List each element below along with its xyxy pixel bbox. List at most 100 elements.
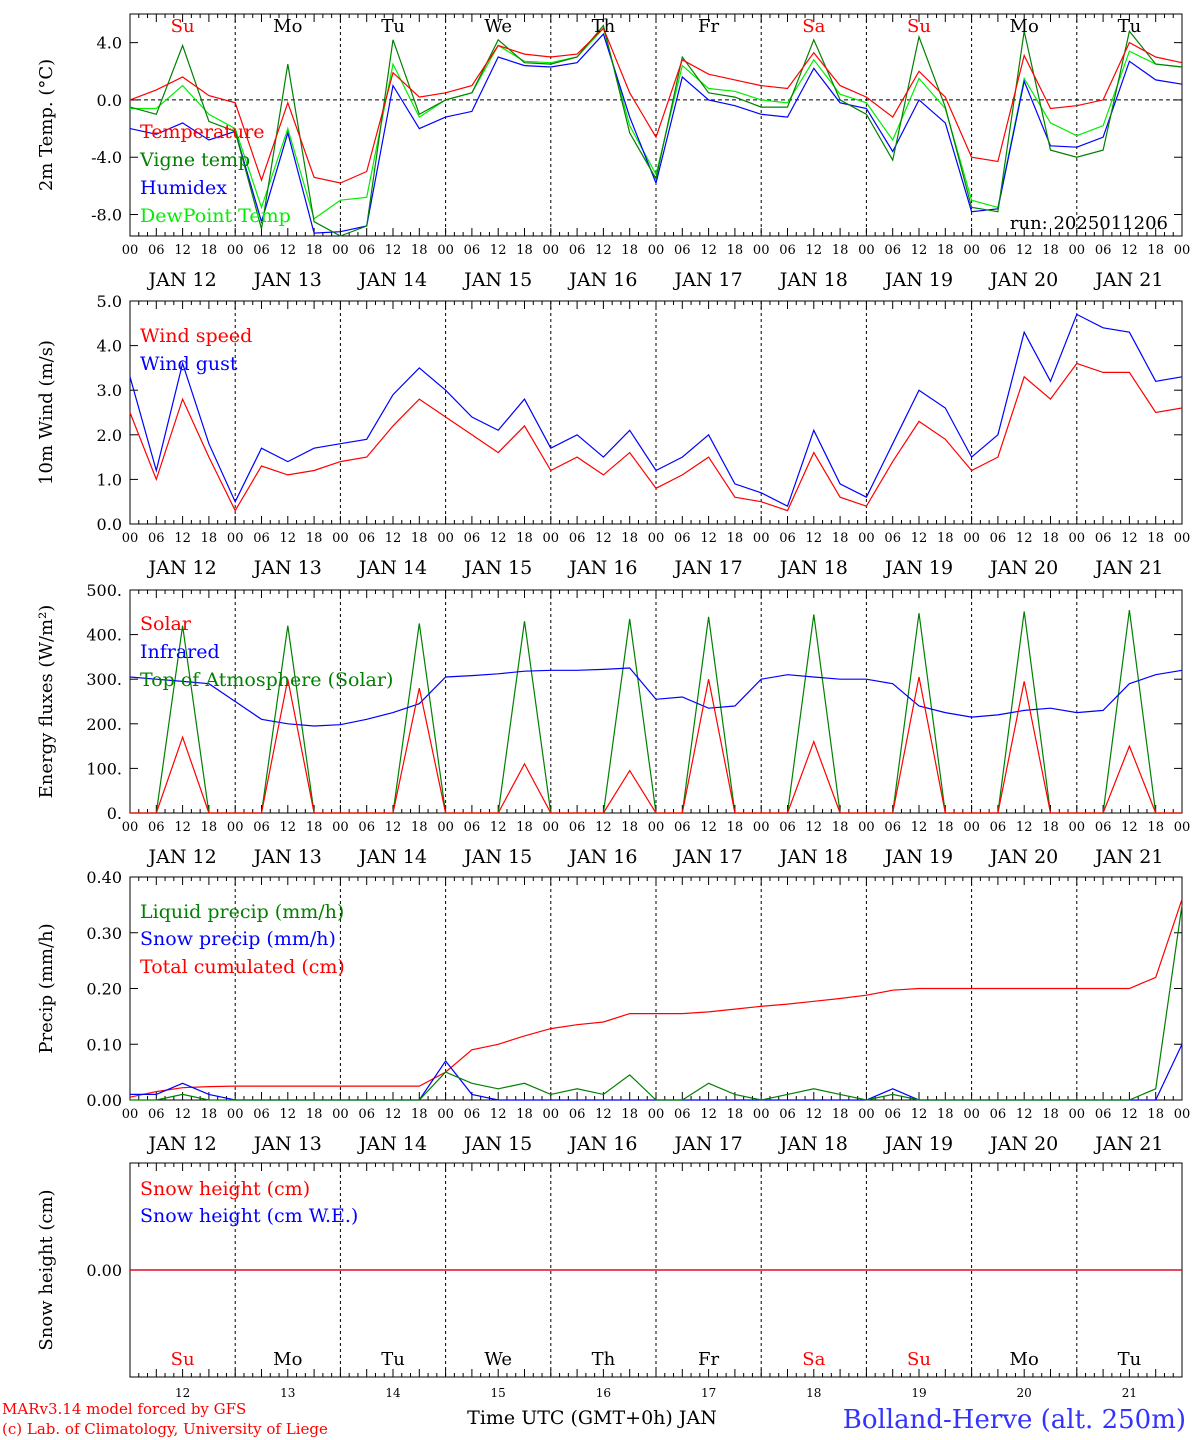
legend-entry: DewPoint Temp [140,205,291,227]
weekday-label: Tu [381,16,405,37]
hour-tick-label: 18 [516,1107,533,1122]
day-label: JAN 14 [357,269,427,291]
day-label: JAN 21 [1093,1133,1163,1155]
footer: MARv3.14 model forced by GFS (c) Lab. of … [2,1400,1186,1438]
bottom-day-label: 20 [1017,1386,1032,1400]
hour-tick-label: 06 [990,820,1007,835]
hour-tick-label: 00 [1174,531,1191,546]
hour-tick-label: 12 [385,531,402,546]
hour-tick-label: 18 [832,1107,849,1122]
day-label: JAN 18 [778,1133,848,1155]
hour-tick-label: 06 [1095,1107,1112,1122]
day-label: JAN 15 [462,557,532,579]
day-label: JAN 17 [673,1133,743,1155]
y-tick-label: 0.0 [97,91,122,110]
hour-tick-label: 06 [148,1107,165,1122]
y-tick-label: 0.30 [86,924,122,943]
panel-2: 5.0 4.0 3.0 2.0 1.0 0.0 10m Wind (m/s) Wind spe… [36,292,1190,579]
hour-tick-label: 18 [1042,820,1059,835]
y-tick-label: 200. [86,715,122,734]
hour-tick-label: 18 [201,820,218,835]
day-label: JAN 17 [673,846,743,868]
series-line-1 [130,904,1183,1101]
hour-tick-label: 00 [858,1107,875,1122]
hour-tick-label: 06 [884,820,901,835]
day-label: JAN 16 [567,846,637,868]
hour-tick-label: 00 [1069,820,1086,835]
day-label: JAN 16 [567,1133,637,1155]
hour-tick-label: 18 [516,820,533,835]
hour-tick-label: 00 [858,531,875,546]
hour-tick-label: 18 [727,1107,744,1122]
day-label: JAN 19 [883,557,953,579]
hour-tick-label: 18 [727,531,744,546]
lab-credit: (c) Lab. of Climatology, University of L… [2,1420,328,1438]
y-tick-label: 0.10 [86,1035,122,1054]
hour-tick-label: 18 [937,1107,954,1122]
hour-tick-label: 12 [806,1107,823,1122]
hour-tick-label: 12 [700,820,717,835]
hour-tick-label: 12 [1121,1107,1138,1122]
plot-frame [129,589,1183,814]
hour-tick-label: 18 [306,1107,323,1122]
y-tick-label: 1.0 [97,470,122,489]
legend-entry: Solar [140,613,192,635]
hour-tick-label: 12 [911,243,928,258]
hour-tick-label: 12 [385,1107,402,1122]
hour-tick-label: 12 [1016,531,1033,546]
hour-tick-label: 18 [306,531,323,546]
hour-tick-label: 18 [1147,243,1164,258]
hour-tick-label: 12 [1016,1107,1033,1122]
hour-tick-label: 18 [201,243,218,258]
hour-tick-label: 06 [1095,531,1112,546]
hour-tick-label: 12 [595,243,612,258]
hour-tick-label: 12 [490,1107,507,1122]
hour-tick-label: 00 [122,243,139,258]
weekday-label: Tu [1118,1349,1142,1370]
legend-entry: Snow height (cm W.E.) [140,1205,358,1227]
day-label: JAN 16 [567,269,637,291]
hour-tick-label: 00 [648,243,665,258]
hour-tick-label: 18 [727,243,744,258]
hour-tick-label: 18 [411,820,428,835]
y-tick-label: 0.00 [86,1091,122,1110]
y-tick-label: 5.0 [97,292,122,311]
day-label: JAN 19 [883,269,953,291]
bottom-day-label: 15 [491,1386,506,1400]
hour-tick-label: 18 [937,531,954,546]
legend-entry: Temperature [140,121,264,143]
series-line-2 [129,313,1183,508]
y-axis-label: Energy fluxes (W/m²) [36,605,57,799]
weekday-label: Mo [1010,16,1039,37]
day-label: JAN 18 [778,846,848,868]
hour-tick-label: 18 [832,820,849,835]
hour-tick-label: 06 [569,1107,586,1122]
hour-tick-label: 00 [858,820,875,835]
hour-tick-label: 00 [227,243,244,258]
hour-tick-label: 06 [1095,820,1112,835]
hour-tick-label: 18 [727,820,744,835]
hour-tick-label: 06 [1095,243,1112,258]
legend-entry: Wind speed [140,325,252,347]
x-axis-title: Time UTC (GMT+0h) JAN [467,1407,717,1429]
hour-tick-label: 12 [280,243,297,258]
hour-tick-label: 06 [569,820,586,835]
day-label: JAN 20 [988,1133,1058,1155]
hour-tick-label: 12 [700,531,717,546]
hour-tick-label: 12 [700,1107,717,1122]
day-label: JAN 15 [462,269,532,291]
hour-tick-label: 12 [911,1107,928,1122]
hour-tick-label: 00 [1174,1107,1191,1122]
hour-tick-label: 06 [779,820,796,835]
hour-tick-label: 12 [806,820,823,835]
hour-tick-label: 18 [201,531,218,546]
hour-tick-label: 00 [1174,243,1191,258]
day-label: JAN 19 [883,1133,953,1155]
day-label: JAN 18 [778,557,848,579]
series-line-1 [129,27,1183,184]
panel-5: 0.00 Snow height (cm) Snow height (cm) Snow… [36,1162,1183,1400]
hour-tick-label: 00 [332,1107,349,1122]
hour-tick-label: 06 [884,243,901,258]
hour-tick-label: 00 [543,1107,560,1122]
hour-tick-label: 06 [358,820,375,835]
